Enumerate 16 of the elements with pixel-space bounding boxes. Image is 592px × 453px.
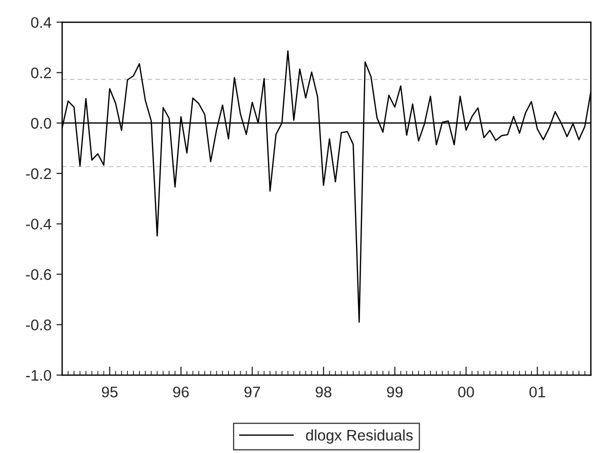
- x-tick-label: 00: [458, 386, 474, 398]
- y-tick-label: 0.2: [31, 67, 51, 78]
- y-tick-label: -0.4: [26, 218, 52, 230]
- x-tick-label: 01: [529, 386, 546, 398]
- y-tick-label: 0.0: [31, 118, 52, 129]
- x-tick-label: 96: [173, 386, 189, 398]
- x-tick-label: 99: [387, 386, 403, 398]
- y-tick-label: -0.6: [26, 269, 52, 280]
- x-tick-label: 97: [244, 386, 260, 398]
- legend-label: dlogx Residuals: [306, 429, 413, 444]
- x-tick-label: 95: [102, 386, 118, 398]
- y-tick-label: -0.8: [26, 320, 52, 330]
- y-tick-label: -0.2: [26, 168, 51, 180]
- x-tick-label: 98: [316, 386, 332, 398]
- y-tick-label: 0.4: [31, 17, 52, 28]
- y-tick-label: -1.0: [26, 370, 52, 381]
